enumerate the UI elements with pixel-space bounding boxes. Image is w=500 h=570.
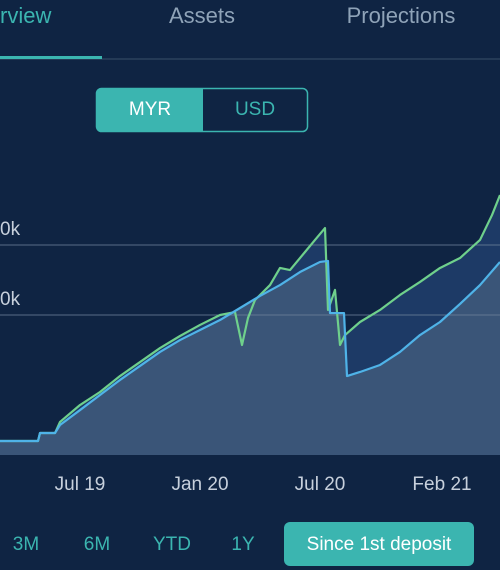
x-tick-label: Feb 21: [412, 474, 471, 495]
x-tick-label: Jul 20: [295, 474, 346, 495]
x-tick-label: Jul 19: [55, 474, 106, 495]
tab-indicator: [0, 56, 102, 59]
tab[interactable]: Assets: [169, 3, 235, 28]
tab[interactable]: rview: [0, 3, 51, 28]
range-selected: [284, 522, 474, 566]
y-tick-label: 0k: [0, 219, 21, 240]
currency-option[interactable]: MYR: [129, 99, 171, 120]
currency-option[interactable]: USD: [235, 99, 275, 120]
x-tick-label: Jan 20: [171, 474, 228, 495]
line: [0, 194, 500, 443]
area: [0, 260, 500, 455]
y-tick-label: 0k: [0, 289, 21, 310]
chart: 0k 0k Jul 19 Jan 20 Jul 20 Feb 21: [0, 194, 500, 495]
range-option[interactable]: 1Y: [231, 534, 255, 555]
range-option[interactable]: 3M: [13, 534, 39, 555]
tab[interactable]: Projections: [347, 3, 456, 28]
range-option[interactable]: Since 1st deposit: [307, 534, 452, 555]
range-option[interactable]: 6M: [84, 534, 110, 555]
currency-selected: [96, 88, 203, 132]
range-option[interactable]: YTD: [153, 534, 191, 555]
line: [0, 259, 500, 443]
